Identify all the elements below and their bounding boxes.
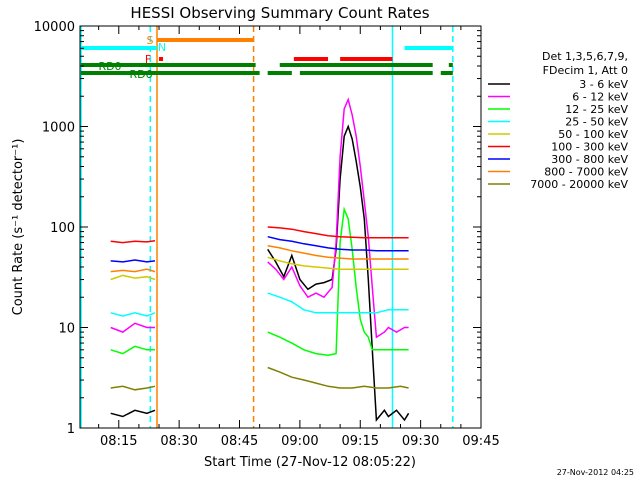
x-tick-label: 09:15	[342, 434, 379, 449]
flag-bar-flare	[159, 57, 164, 61]
flag-bar-flare	[340, 57, 393, 61]
flag-bar-night	[404, 46, 453, 50]
legend-entry-label: 100 - 300 keV	[551, 141, 628, 154]
series-line-7000-20000-keV	[267, 366, 409, 389]
flag-bar-saa	[157, 38, 254, 42]
y-tick-label: 10	[58, 322, 75, 337]
legend-entry-label: 800 - 7000 keV	[544, 166, 628, 179]
y-axis-label: Count Rate (s⁻¹ detector⁻¹)	[11, 139, 26, 316]
series-line-100-300-keV	[110, 239, 156, 244]
series-line-6-12-keV	[267, 97, 409, 339]
series-line-3-6-keV	[110, 409, 156, 418]
flag-bar-rd0	[81, 63, 256, 67]
x-axis-label: Start Time (27-Nov-12 08:05:22)	[204, 455, 416, 470]
flag-label-rd0: RD0	[98, 60, 121, 73]
legend: Det 1,3,5,6,7,9,FDecim 1, Att 03 - 6 keV…	[488, 50, 628, 191]
legend-entry-label: 3 - 6 keV	[579, 78, 628, 91]
x-tick-label: 09:45	[462, 434, 499, 449]
series-line-300-800-keV	[267, 235, 409, 252]
y-tick-label: 10000	[34, 20, 75, 35]
flag-bar-rd6	[440, 71, 453, 75]
chart-title: HESSI Observing Summary Count Rates	[130, 4, 429, 22]
x-tick-label: 09:30	[402, 434, 439, 449]
flag-bar-rd0	[279, 63, 433, 67]
y-tick-label: 100	[50, 221, 75, 236]
legend-entry-label: 25 - 50 keV	[565, 116, 628, 129]
flag-bar-rd6	[267, 71, 292, 75]
series-line-800-7000-keV	[110, 268, 156, 273]
legend-entry-label: 50 - 100 keV	[558, 128, 628, 141]
flag-bar-flare	[293, 57, 329, 61]
flag-bar-rd6	[299, 71, 433, 75]
flag-label-night: N	[158, 41, 166, 54]
series-line-50-100-keV	[267, 256, 409, 270]
series-line-100-300-keV	[267, 226, 409, 239]
vertical-markers	[80, 26, 454, 428]
flag-label-flare: F	[145, 53, 151, 66]
series-line-50-100-keV	[110, 274, 156, 281]
series-line-800-7000-keV	[267, 245, 409, 260]
flag-bar-rd0	[448, 63, 453, 67]
series-line-12-25-keV	[267, 206, 409, 356]
flag-label-rd6: RD6	[129, 68, 152, 81]
series-line-25-50-keV	[110, 312, 156, 317]
axis-ticks: 08:15 08:30 08:45 09:00 09:15 09:30 09:45 1 10 10…	[34, 20, 500, 449]
series-line-6-12-keV	[110, 322, 155, 333]
x-tick-label: 08:45	[221, 434, 258, 449]
series-line-12-25-keV	[110, 345, 155, 355]
x-tick-label: 09:00	[281, 434, 318, 449]
flag-label-saa: S	[147, 34, 154, 47]
legend-header: Det 1,3,5,6,7,9,	[542, 50, 628, 63]
legend-header: FDecim 1, Att 0	[543, 64, 628, 77]
series-line-3-6-keV	[267, 124, 410, 422]
x-tick-label: 08:15	[100, 434, 137, 449]
series-line-300-800-keV	[110, 259, 156, 263]
plot-frame	[79, 25, 482, 429]
y-tick-label: 1	[67, 422, 75, 437]
series-line-7000-20000-keV	[110, 385, 156, 391]
footer-timestamp: 27-Nov-2012 04:25	[557, 468, 634, 477]
data-series	[110, 97, 410, 422]
legend-entry-label: 12 - 25 keV	[565, 103, 628, 116]
x-tick-label: 08:30	[160, 434, 197, 449]
legend-entry-label: 6 - 12 keV	[572, 91, 628, 104]
y-tick-label: 1000	[42, 121, 75, 136]
flag-bar-rd6	[81, 71, 260, 75]
flag-bars: SNF RD0 RD6	[81, 34, 453, 81]
flag-bar-night	[81, 46, 158, 50]
legend-entry-label: 300 - 800 keV	[551, 153, 628, 166]
series-line-25-50-keV	[267, 292, 409, 314]
legend-entry-label: 7000 - 20000 keV	[530, 178, 628, 191]
